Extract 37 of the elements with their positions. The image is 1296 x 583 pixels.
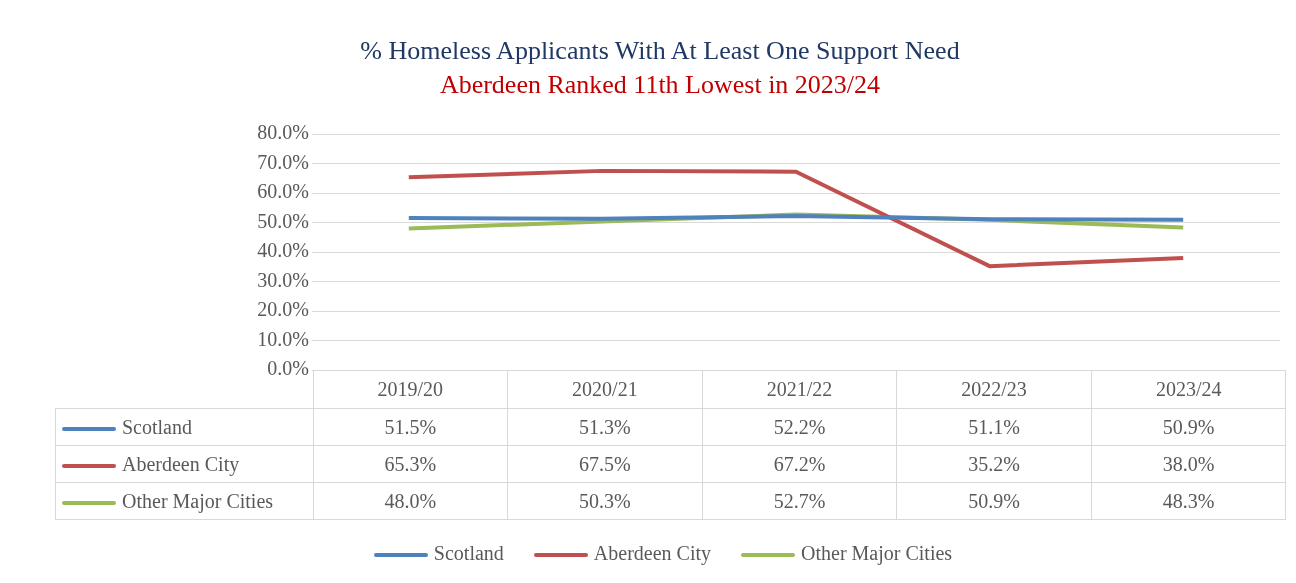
data-label: 48.0% xyxy=(313,482,508,520)
x-tick-label: 2022/23 xyxy=(896,370,1092,409)
chart-title: % Homeless Applicants With At Least One Support Need xyxy=(359,35,961,67)
text: Other Major Cities xyxy=(801,542,953,564)
x-tick-label: 2021/22 xyxy=(702,370,897,409)
text: Aberdeen City xyxy=(593,542,712,564)
x-tick-label: 2019/20 xyxy=(313,370,508,409)
data-label: 67.2% xyxy=(702,445,897,483)
y-tick-label: 40.0% xyxy=(257,239,309,262)
legend-label: Scotland xyxy=(55,408,313,446)
x-tick-label: 2023/24 xyxy=(1091,370,1286,409)
legend-label: Other Major Cities xyxy=(55,482,313,520)
data-label: 50.9% xyxy=(896,482,1092,520)
y-tick-label: 50.0% xyxy=(257,209,309,232)
y-tick-label: 0.0% xyxy=(267,357,309,380)
chart-subtitle: Aberdeen Ranked 11th Lowest in 2023/24 xyxy=(438,69,882,101)
y-tick-label: 60.0% xyxy=(257,180,309,203)
y-tick-label: 30.0% xyxy=(257,268,309,291)
data-label: 35.2% xyxy=(896,445,1092,483)
y-tick-label: 20.0% xyxy=(257,298,309,321)
data-label: 48.3% xyxy=(1091,482,1286,520)
data-label: 51.3% xyxy=(507,408,703,446)
legend-label: Aberdeen City xyxy=(55,445,313,483)
data-label: 38.0% xyxy=(1091,445,1286,483)
data-label: 52.2% xyxy=(702,408,897,446)
data-label: 67.5% xyxy=(507,445,703,483)
data-label: 51.1% xyxy=(896,408,1092,446)
y-tick-label: 80.0% xyxy=(257,121,309,144)
data-label: 65.3% xyxy=(313,445,508,483)
data-label: 50.3% xyxy=(507,482,703,520)
x-tick-label: 2020/21 xyxy=(507,370,703,409)
y-tick-label: 10.0% xyxy=(257,327,309,350)
text: Scotland xyxy=(433,542,504,564)
y-tick-label: 70.0% xyxy=(257,150,309,173)
data-label: 51.5% xyxy=(313,408,508,446)
data-label: 52.7% xyxy=(702,482,897,520)
data-label: 50.9% xyxy=(1091,408,1286,446)
